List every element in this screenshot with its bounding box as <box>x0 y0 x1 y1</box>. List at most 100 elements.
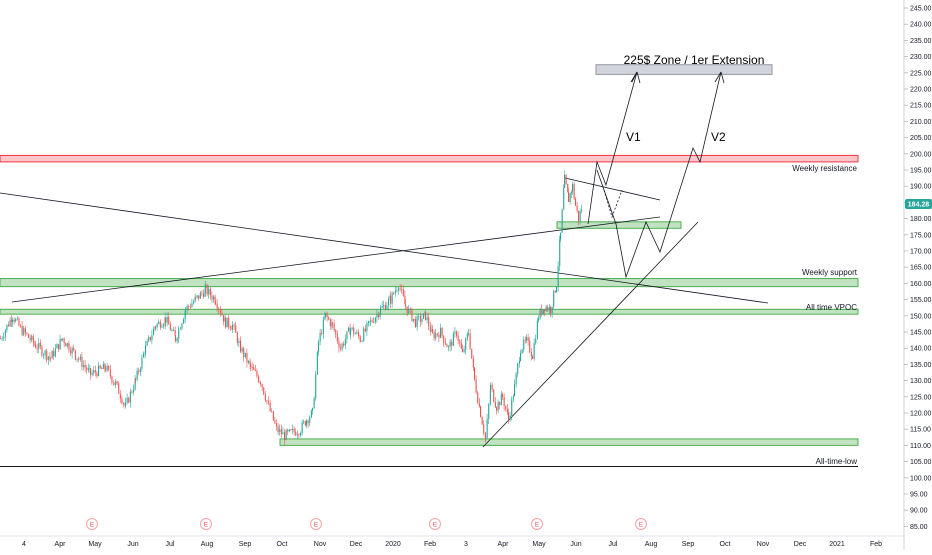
candle-body <box>287 430 288 431</box>
candle-body <box>207 285 208 294</box>
candle-body <box>425 312 426 320</box>
x-tick-label: Jul <box>609 541 618 548</box>
candle-body <box>86 368 87 371</box>
candle-body <box>68 343 69 350</box>
candle-body <box>58 344 59 349</box>
candle-body <box>337 334 338 341</box>
candle-body <box>413 319 414 321</box>
candle-body <box>161 327 162 328</box>
candle-body <box>258 376 259 381</box>
candle-body <box>380 308 381 313</box>
candle-body <box>470 333 471 348</box>
current-price-value: 184.28 <box>908 202 930 209</box>
candle-body <box>392 293 393 304</box>
x-tick-label: 4 <box>22 541 26 548</box>
candle-body <box>271 411 272 412</box>
candle-body <box>50 358 51 359</box>
x-tick-label: Sep <box>682 541 695 548</box>
candle-body <box>201 293 202 294</box>
candle-body <box>423 313 424 318</box>
candle-body <box>483 425 484 433</box>
candle-body <box>121 399 122 404</box>
candle-body <box>510 416 511 420</box>
y-tick-label: 210.00 <box>910 119 932 126</box>
candle-body <box>137 371 138 380</box>
candle <box>480 405 481 417</box>
y-tick-label: 135.00 <box>910 362 932 369</box>
y-tick-label: 90.00 <box>910 508 928 515</box>
candle-body <box>75 350 76 356</box>
candle-body <box>187 306 188 310</box>
candle-body <box>480 406 481 417</box>
candle-body <box>523 340 524 350</box>
weekly-resistance-label: Weekly resistance <box>792 164 857 173</box>
candle <box>556 286 557 293</box>
candle-body <box>366 323 367 331</box>
candle-body <box>128 398 129 403</box>
weekly-support-zone <box>0 279 858 287</box>
candle-body <box>197 295 198 297</box>
candle-body <box>407 306 408 313</box>
candle <box>311 409 312 418</box>
candle <box>423 313 424 319</box>
candle <box>411 308 412 322</box>
candle-body <box>98 366 99 376</box>
candle-body <box>468 333 469 334</box>
candle-body <box>317 352 318 375</box>
candle-body <box>191 304 192 308</box>
candle-body <box>505 406 506 409</box>
candle-body <box>83 365 84 367</box>
earnings-marker: E <box>532 519 543 530</box>
candle-body <box>298 434 299 435</box>
y-tick-label: 235.00 <box>910 38 932 45</box>
candle-body <box>474 367 475 379</box>
candle-body <box>330 320 331 327</box>
x-tick-label: 2020 <box>385 541 401 548</box>
candle-body <box>85 365 86 367</box>
candle-body <box>321 333 322 334</box>
scenario-v2-label: V2 <box>711 130 726 144</box>
candle-body <box>265 394 266 400</box>
y-tick-label: 105.00 <box>910 459 932 466</box>
candle-body <box>390 296 391 304</box>
candle-body <box>375 318 376 323</box>
candle-body <box>575 199 576 206</box>
candle-body <box>325 313 326 316</box>
candle-body <box>393 293 394 294</box>
x-tick-label: Nov <box>757 541 770 548</box>
candle-body <box>52 351 53 358</box>
candle-body <box>218 308 219 309</box>
candle-body <box>395 291 396 294</box>
y-tick-label: 170.00 <box>910 249 932 256</box>
candle-body <box>528 337 529 340</box>
candle-body <box>568 192 569 202</box>
candle-body <box>262 384 263 387</box>
candle-body <box>286 430 287 440</box>
candle-body <box>435 333 436 338</box>
candle-body <box>270 403 271 411</box>
candle-body <box>327 313 328 317</box>
candle-body <box>496 407 497 410</box>
x-tick-label: Jul <box>166 541 175 548</box>
candle <box>227 318 228 328</box>
candle-body <box>101 368 102 369</box>
candle <box>273 411 274 421</box>
candle-body <box>198 295 199 298</box>
earnings-label: E <box>433 522 438 529</box>
candle-body <box>141 357 142 369</box>
candle-body <box>356 332 357 333</box>
candle <box>263 387 264 395</box>
candle-body <box>535 339 536 343</box>
candle-body <box>237 333 238 343</box>
x-tick-label: 3 <box>464 541 468 548</box>
candle <box>553 290 554 310</box>
candle-body <box>567 184 568 192</box>
y-tick-label: 200.00 <box>910 151 932 158</box>
candle-body <box>508 412 509 420</box>
candle-body <box>451 342 452 346</box>
candle-body <box>88 368 89 370</box>
candle-body <box>403 289 404 296</box>
candle-body <box>279 429 280 432</box>
candle-body <box>372 320 373 321</box>
candle-body <box>125 403 126 406</box>
